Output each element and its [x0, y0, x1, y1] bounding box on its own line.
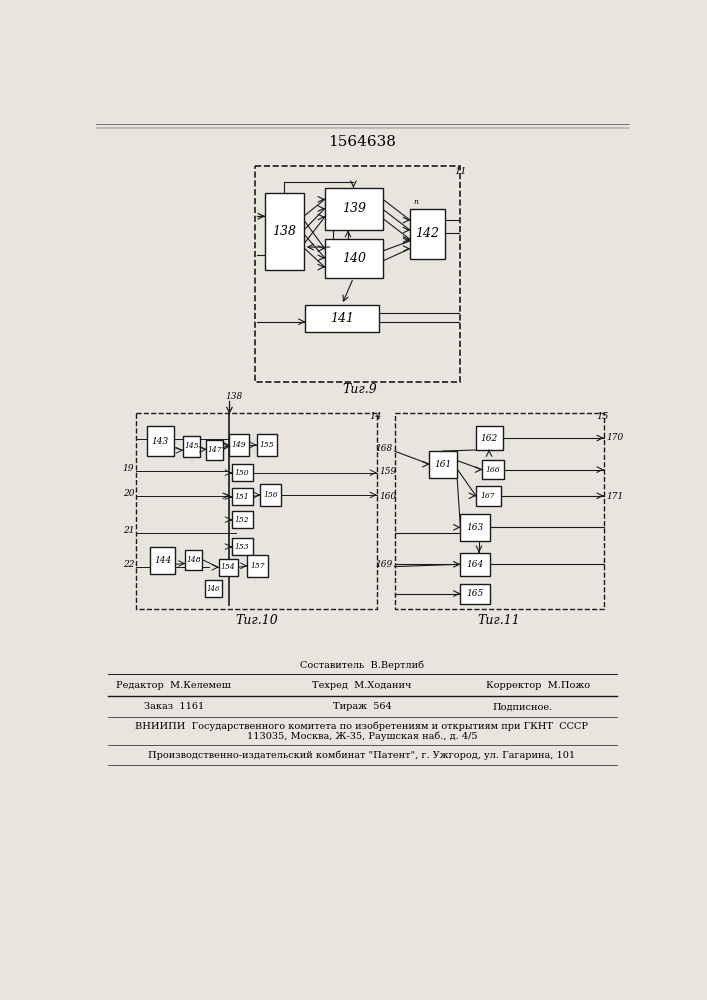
- Text: 154: 154: [221, 563, 235, 571]
- Text: 140: 140: [341, 252, 366, 265]
- Text: Техред  М.Ходанич: Техред М.Ходанич: [312, 681, 411, 690]
- Bar: [247, 555, 268, 577]
- Text: 152: 152: [235, 516, 250, 524]
- Text: 168: 168: [375, 444, 392, 453]
- Text: 161: 161: [434, 460, 452, 469]
- Text: Подписное.: Подписное.: [492, 702, 552, 711]
- Bar: [325, 188, 383, 230]
- Text: Τиг.10: Τиг.10: [235, 614, 278, 627]
- Bar: [136, 413, 377, 609]
- Bar: [476, 426, 503, 450]
- Text: 11: 11: [454, 167, 467, 176]
- Text: ВНИИПИ  Государственного комитета по изобретениям и открытиям при ГКНТ  СССР: ВНИИПИ Государственного комитета по изоб…: [136, 721, 588, 731]
- Bar: [206, 440, 223, 460]
- Bar: [146, 426, 174, 456]
- Text: 22: 22: [122, 560, 134, 569]
- Text: 167: 167: [481, 492, 496, 500]
- Text: 15: 15: [596, 412, 609, 421]
- Text: 139: 139: [341, 202, 366, 215]
- Text: 155: 155: [259, 441, 274, 449]
- Text: 1564638: 1564638: [328, 135, 396, 149]
- Bar: [218, 559, 238, 576]
- Text: Τиг.9: Τиг.9: [342, 383, 377, 396]
- Bar: [305, 305, 379, 332]
- Text: Производственно-издательский комбинат "Патент", г. Ужгород, ул. Гагарина, 101: Производственно-издательский комбинат "П…: [148, 750, 575, 760]
- Text: 156: 156: [264, 491, 278, 499]
- Text: 20: 20: [122, 489, 134, 498]
- Text: 165: 165: [467, 589, 484, 598]
- Bar: [257, 434, 277, 456]
- Text: Составитель  В.Вертлиб: Составитель В.Вертлиб: [300, 660, 424, 670]
- Text: 148: 148: [187, 556, 201, 564]
- Text: 138: 138: [226, 392, 243, 401]
- Bar: [476, 486, 501, 506]
- Text: 151: 151: [235, 493, 250, 501]
- Bar: [265, 193, 304, 270]
- Text: 147: 147: [207, 446, 222, 454]
- Text: 141: 141: [330, 312, 354, 325]
- Text: 163: 163: [467, 523, 484, 532]
- Text: Заказ  1161: Заказ 1161: [144, 702, 204, 711]
- Bar: [395, 413, 604, 609]
- Text: п: п: [414, 198, 419, 206]
- Text: 162: 162: [481, 434, 498, 443]
- Text: 160: 160: [379, 492, 396, 501]
- Bar: [410, 209, 445, 259]
- Text: 113035, Москва, Ж-35, Раушская наб., д. 4/5: 113035, Москва, Ж-35, Раушская наб., д. …: [247, 731, 477, 741]
- Bar: [230, 434, 249, 456]
- Bar: [482, 460, 504, 479]
- Text: 145: 145: [184, 442, 199, 450]
- Text: Корректор  М.Пожо: Корректор М.Пожо: [486, 681, 590, 690]
- Text: 149: 149: [232, 441, 247, 449]
- Text: 153: 153: [235, 543, 250, 551]
- Text: 138: 138: [272, 225, 296, 238]
- Bar: [460, 584, 490, 604]
- Bar: [185, 550, 202, 570]
- Text: 144: 144: [154, 556, 171, 565]
- Bar: [460, 553, 490, 576]
- Bar: [204, 580, 222, 597]
- Text: 143: 143: [151, 437, 169, 446]
- Bar: [232, 488, 252, 505]
- Bar: [460, 514, 490, 541]
- Text: 142: 142: [416, 227, 440, 240]
- Text: 19: 19: [122, 464, 134, 473]
- Text: Редактор  М.Келемеш: Редактор М.Келемеш: [116, 681, 231, 690]
- Bar: [183, 436, 200, 457]
- Text: 169: 169: [375, 560, 392, 569]
- Text: 166: 166: [486, 466, 501, 474]
- Text: 21: 21: [122, 526, 134, 535]
- Text: 170: 170: [606, 433, 624, 442]
- Text: 14: 14: [369, 412, 381, 421]
- Bar: [260, 484, 281, 506]
- Bar: [325, 239, 383, 278]
- Text: Τиг.11: Τиг.11: [478, 614, 520, 627]
- Bar: [232, 538, 252, 555]
- Bar: [232, 464, 252, 481]
- Bar: [429, 451, 457, 478]
- Bar: [255, 166, 460, 382]
- Text: 157: 157: [250, 562, 265, 570]
- Bar: [232, 511, 252, 528]
- Text: 146: 146: [206, 585, 220, 593]
- Text: 150: 150: [235, 469, 250, 477]
- Text: 171: 171: [606, 492, 624, 501]
- Text: 159: 159: [379, 467, 396, 476]
- Text: Тираж  564: Тираж 564: [332, 702, 392, 711]
- Text: 164: 164: [467, 560, 484, 569]
- Bar: [151, 547, 175, 574]
